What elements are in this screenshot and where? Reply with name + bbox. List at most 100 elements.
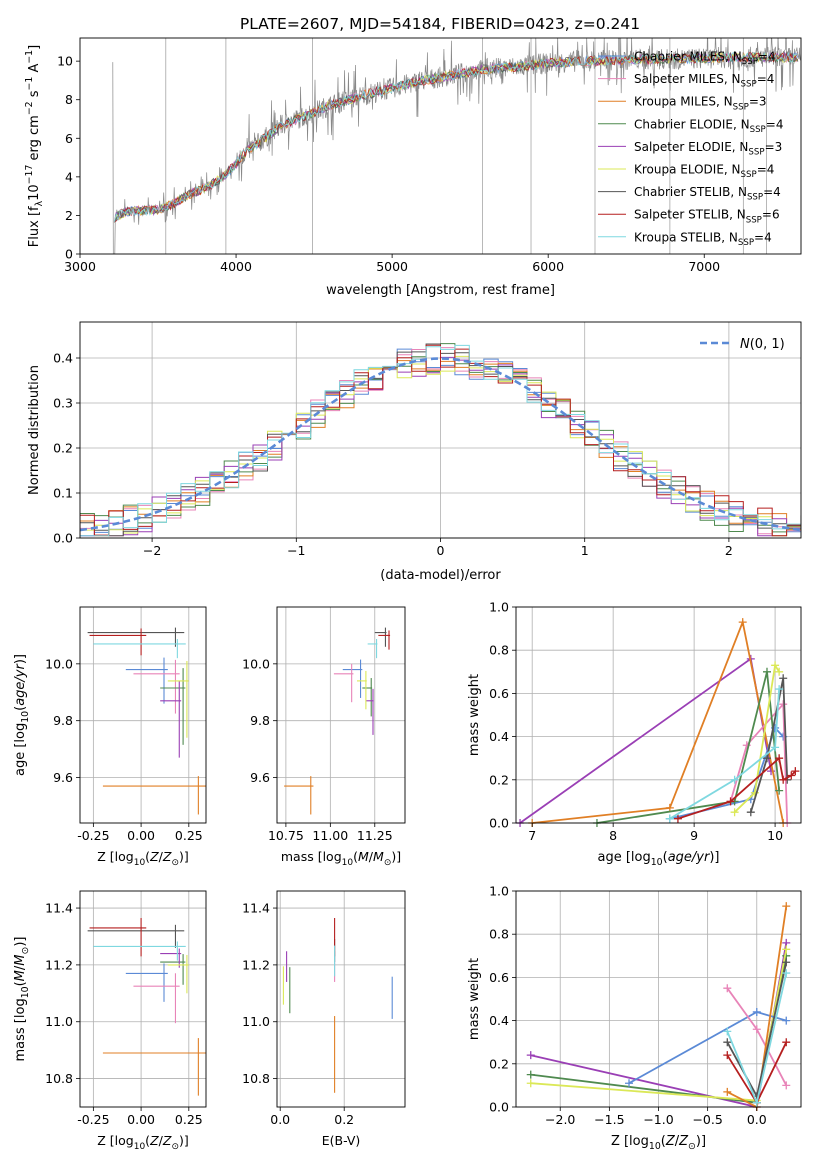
legend-entry: Kroupa MILES, NSSP=3	[634, 95, 767, 113]
figure-title: PLATE=2607, MJD=54184, FIBERID=0423, z=0…	[240, 15, 640, 33]
y-tick-label: 0.8	[489, 643, 509, 658]
model-kroupa-stelib	[113, 51, 799, 223]
weight-marker	[673, 814, 682, 823]
x-axis-label: Z [log10(Z/Z⊙)]	[97, 849, 189, 868]
weight-marker	[767, 767, 776, 776]
x-tick-label: 0.25	[175, 828, 203, 843]
x-tick-label: 10.75	[268, 828, 304, 843]
x-tick-label: 10	[767, 828, 783, 843]
model-salpeter-stelib	[114, 51, 799, 223]
x-tick-label: 2	[725, 543, 733, 558]
weight-marker	[723, 1051, 732, 1060]
x-axis-label: Z [log10(Z/Z⊙)]	[611, 1134, 706, 1152]
y-axis-label: Flux [fλ10−17 erg cm−2 s−1 A−1]	[24, 45, 45, 247]
panel-age_vs_weight: 7 8 9 10 0.0 0.2 0.4 0.6 0.8 1.0 mass weight age [l…	[467, 600, 802, 868]
weight-marker	[723, 1027, 732, 1036]
panel-ebv_vs_mass: 0.0 0.2 10.8 11.0 11.2 11.4 E(B-V)	[242, 890, 406, 1148]
x-tick-label: −2.0	[545, 1112, 575, 1127]
y-tick-label: 0.3	[53, 396, 73, 411]
weight-marker	[782, 1081, 791, 1090]
weight-marker	[779, 775, 788, 784]
weight-marker	[752, 1007, 761, 1016]
weight-marker	[775, 754, 784, 763]
axes-frame	[79, 321, 802, 539]
y-axis-label: Normed distribution	[27, 365, 42, 495]
axes-frame	[79, 606, 207, 824]
weight-line-kroupa-miles	[532, 618, 785, 824]
weight-line-chabrier-elodie	[596, 671, 780, 824]
y-tick-label: 0.2	[489, 1056, 509, 1071]
legend-entry: Chabrier STELIB, NSSP=4	[634, 185, 781, 203]
y-tick-label: 9.6	[250, 770, 270, 785]
y-tick-label: 0.2	[489, 772, 509, 787]
plot-area	[87, 627, 206, 815]
x-tick-label: −1	[287, 543, 305, 558]
y-tick-label: 8	[65, 92, 73, 107]
x-tick-label: 5000	[376, 259, 408, 274]
x-tick-label: −1.0	[643, 1112, 673, 1127]
x-tick-label: 0.00	[127, 828, 155, 843]
x-tick-label: 7	[528, 828, 536, 843]
normal-curve	[80, 357, 801, 532]
x-tick-label: 0.00	[127, 1112, 155, 1127]
x-tick-label: 9	[690, 828, 698, 843]
y-tick-label: 0.0	[489, 1100, 509, 1115]
weight-marker	[738, 618, 747, 627]
y-tick-label: 0.4	[489, 1013, 509, 1028]
y-tick-label: 0.0	[489, 816, 509, 831]
y-tick-label: 11.0	[45, 1014, 73, 1029]
x-tick-label: 6000	[532, 259, 564, 274]
weight-marker	[782, 969, 791, 978]
axes-frame	[79, 37, 802, 255]
x-tick-label: −0.5	[692, 1112, 722, 1127]
weight-marker	[782, 1038, 791, 1047]
axes-frame	[515, 606, 802, 824]
weight-line-salpeter-stelib	[677, 756, 796, 820]
x-axis-label: Z [log10(Z/Z⊙)]	[97, 1133, 189, 1152]
y-tick-label: 10	[57, 54, 73, 69]
y-tick-label: 10.0	[45, 656, 73, 671]
y-tick-label: 10.8	[45, 1071, 73, 1086]
panel-mass_vs_age: 10.75 11.00 11.25 9.6 9.8 10.0 mass [log10(M/M…	[242, 606, 406, 868]
y-tick-label: 10.0	[242, 656, 270, 671]
weight-marker	[775, 667, 784, 676]
y-tick-label: 0.4	[53, 351, 73, 366]
weight-marker	[775, 786, 784, 795]
legend-entry: Chabrier ELODIE, NSSP=4	[634, 117, 783, 135]
x-tick-label: 0.25	[175, 1112, 203, 1127]
axes-frame	[515, 890, 802, 1108]
legend-entry: Salpeter MILES, NSSP=4	[634, 72, 774, 90]
legend-entry: Kroupa ELODIE, NSSP=4	[634, 163, 774, 181]
x-tick-label: −1.5	[594, 1112, 624, 1127]
axes-frame	[276, 890, 406, 1108]
y-tick-label: 9.8	[53, 713, 73, 728]
weight-marker	[665, 803, 674, 812]
x-tick-label: 0.0	[270, 1112, 290, 1127]
weight-marker	[526, 1051, 535, 1060]
x-tick-label: 0	[437, 543, 445, 558]
x-tick-label: 0.0	[747, 1112, 767, 1127]
y-tick-label: 0.0	[53, 531, 73, 546]
panel-z_vs_age: -0.25 0.00 0.25 9.6 9.8 10.0 Z [log10(Z/Z⊙)] ag…	[13, 606, 207, 868]
weight-marker	[746, 808, 755, 817]
weight-marker	[782, 1016, 791, 1025]
x-axis-label: mass [log10(M/M⊙)]	[281, 849, 401, 868]
y-tick-label: 4	[65, 169, 73, 184]
weight-marker	[787, 771, 796, 780]
y-tick-label: 2	[65, 208, 73, 223]
y-tick-label: 1.0	[489, 600, 509, 615]
panel-residuals: −2 −1 0 1 2 0.0 0.1 0.2 0.3 0.4 (data-model)/error…	[27, 321, 802, 583]
plot-area	[80, 343, 801, 537]
x-tick-label: 7000	[688, 259, 720, 274]
weight-marker	[752, 1025, 761, 1034]
plot-area	[284, 627, 391, 815]
weight-line-chabrier-stelib	[749, 678, 789, 813]
x-axis-label: (data-model)/error	[380, 568, 501, 583]
panel-z_vs_mass: -0.25 0.00 0.25 10.8 11.0 11.2 11.4 Z [log10(Z/…	[13, 890, 207, 1152]
weight-marker	[771, 661, 780, 670]
y-tick-label: 0.6	[489, 970, 509, 985]
plot-area	[516, 618, 800, 827]
y-tick-label: 6	[65, 131, 73, 146]
y-tick-label: 1.0	[489, 884, 509, 899]
